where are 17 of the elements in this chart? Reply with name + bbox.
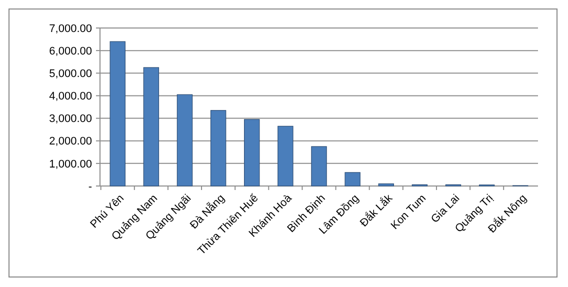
bar	[244, 119, 260, 186]
bar	[143, 67, 160, 186]
y-tick-label: 2,000.00	[49, 136, 92, 148]
bar	[176, 94, 193, 186]
y-tick-label: 7,000.00	[49, 22, 92, 35]
y-tick-label: 6,000.00	[49, 45, 92, 58]
y-tick-label: 4,000.00	[49, 90, 92, 103]
y-tick-label: 1,000.00	[49, 158, 92, 170]
y-tick-label: -	[88, 180, 92, 193]
y-tick-label: 3,000.00	[49, 113, 92, 126]
y-tick-label: 5,000.00	[49, 68, 92, 80]
bar	[278, 126, 294, 186]
bar	[378, 183, 394, 186]
bar	[344, 172, 360, 186]
bar	[110, 41, 126, 186]
bar	[311, 146, 327, 186]
bar	[210, 110, 226, 186]
